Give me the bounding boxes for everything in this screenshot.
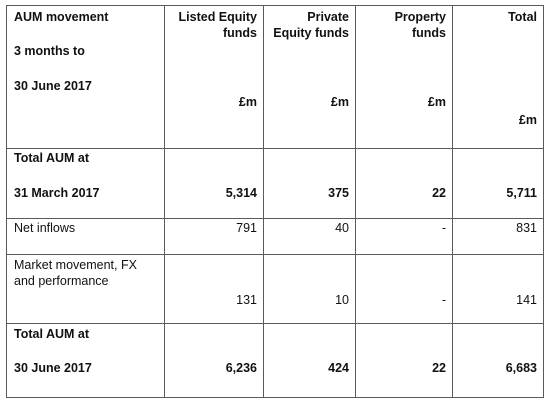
private-value-cell: 424 xyxy=(263,323,356,398)
private-value: 424 xyxy=(328,361,349,375)
row-label-line1: Net inflows xyxy=(14,221,76,235)
private-value-cell: 375 xyxy=(263,148,356,219)
header-label-cell: AUM movement 3 months to 30 June 2017 xyxy=(6,5,165,149)
aum-movement-table: AUM movement 3 months to 30 June 2017 Li… xyxy=(6,5,544,398)
row-label-cell: Market movement, FX and performance xyxy=(6,254,165,324)
row-label-cell: Net inflows xyxy=(6,218,165,255)
total-value: 141 xyxy=(516,293,537,307)
listed-value: 131 xyxy=(236,293,257,307)
row-label-line2: 30 June 2017 xyxy=(14,361,92,375)
listed-value-cell: 131 xyxy=(164,254,264,324)
header-property-cell: Property funds £m xyxy=(355,5,453,149)
property-value-cell: 22 xyxy=(355,148,453,219)
header-date: 30 June 2017 xyxy=(14,79,92,93)
header-title: AUM movement xyxy=(14,10,109,24)
row-label-cell: Total AUM at 30 June 2017 xyxy=(6,323,165,398)
property-value-cell: - xyxy=(355,254,453,324)
table-row: Total AUM at 30 June 2017 6,236 424 22 6… xyxy=(6,323,544,398)
header-listed-unit: £m xyxy=(238,95,257,109)
header-private-unit: £m xyxy=(330,95,349,109)
header-total-unit: £m xyxy=(518,113,537,127)
total-value: 6,683 xyxy=(505,361,537,375)
table-row: Total AUM at 31 March 2017 5,314 375 22 … xyxy=(6,148,544,219)
private-value: 40 xyxy=(335,221,349,235)
header-property-line2: funds xyxy=(411,26,446,40)
row-label-line1: Total AUM at xyxy=(14,327,89,341)
private-value-cell: 10 xyxy=(263,254,356,324)
header-listed-line2: funds xyxy=(222,26,257,40)
property-value: - xyxy=(441,221,446,235)
header-private-line2: Equity funds xyxy=(273,26,349,40)
row-label-cell: Total AUM at 31 March 2017 xyxy=(6,148,165,219)
property-value-cell: 22 xyxy=(355,323,453,398)
listed-value-cell: 791 xyxy=(164,218,264,255)
total-value: 831 xyxy=(516,221,537,235)
listed-value: 791 xyxy=(236,221,257,235)
row-label-line1: Total AUM at xyxy=(14,151,89,165)
header-private-cell: Private Equity funds £m xyxy=(263,5,356,149)
header-row: AUM movement 3 months to 30 June 2017 Li… xyxy=(6,5,544,149)
listed-value-cell: 5,314 xyxy=(164,148,264,219)
header-listed-cell: Listed Equity funds £m xyxy=(164,5,264,149)
header-total-cell: Total £m xyxy=(452,5,544,149)
header-property-line1: Property xyxy=(394,10,446,24)
header-total: Total xyxy=(508,10,537,24)
listed-value: 5,314 xyxy=(225,186,257,200)
table-row: Market movement, FX and performance 131 … xyxy=(6,254,544,324)
header-listed-line1: Listed Equity xyxy=(178,10,257,24)
property-value: - xyxy=(441,293,446,307)
header-property-unit: £m xyxy=(427,95,446,109)
private-value: 375 xyxy=(328,186,349,200)
listed-value-cell: 6,236 xyxy=(164,323,264,398)
private-value: 10 xyxy=(335,293,349,307)
private-value-cell: 40 xyxy=(263,218,356,255)
header-period: 3 months to xyxy=(14,44,85,58)
row-label-line1: Market movement, FX xyxy=(14,258,137,272)
row-label-line2: 31 March 2017 xyxy=(14,186,100,200)
total-value-cell: 6,683 xyxy=(452,323,544,398)
property-value: 22 xyxy=(432,361,446,375)
total-value-cell: 141 xyxy=(452,254,544,324)
total-value-cell: 831 xyxy=(452,218,544,255)
table-row: Net inflows 791 40 - 831 xyxy=(6,218,544,255)
total-value: 5,711 xyxy=(506,186,537,200)
listed-value: 6,236 xyxy=(225,361,257,375)
header-private-line1: Private xyxy=(307,10,349,24)
total-value-cell: 5,711 xyxy=(452,148,544,219)
property-value: 22 xyxy=(432,186,446,200)
row-label-line2: and performance xyxy=(14,274,109,288)
property-value-cell: - xyxy=(355,218,453,255)
